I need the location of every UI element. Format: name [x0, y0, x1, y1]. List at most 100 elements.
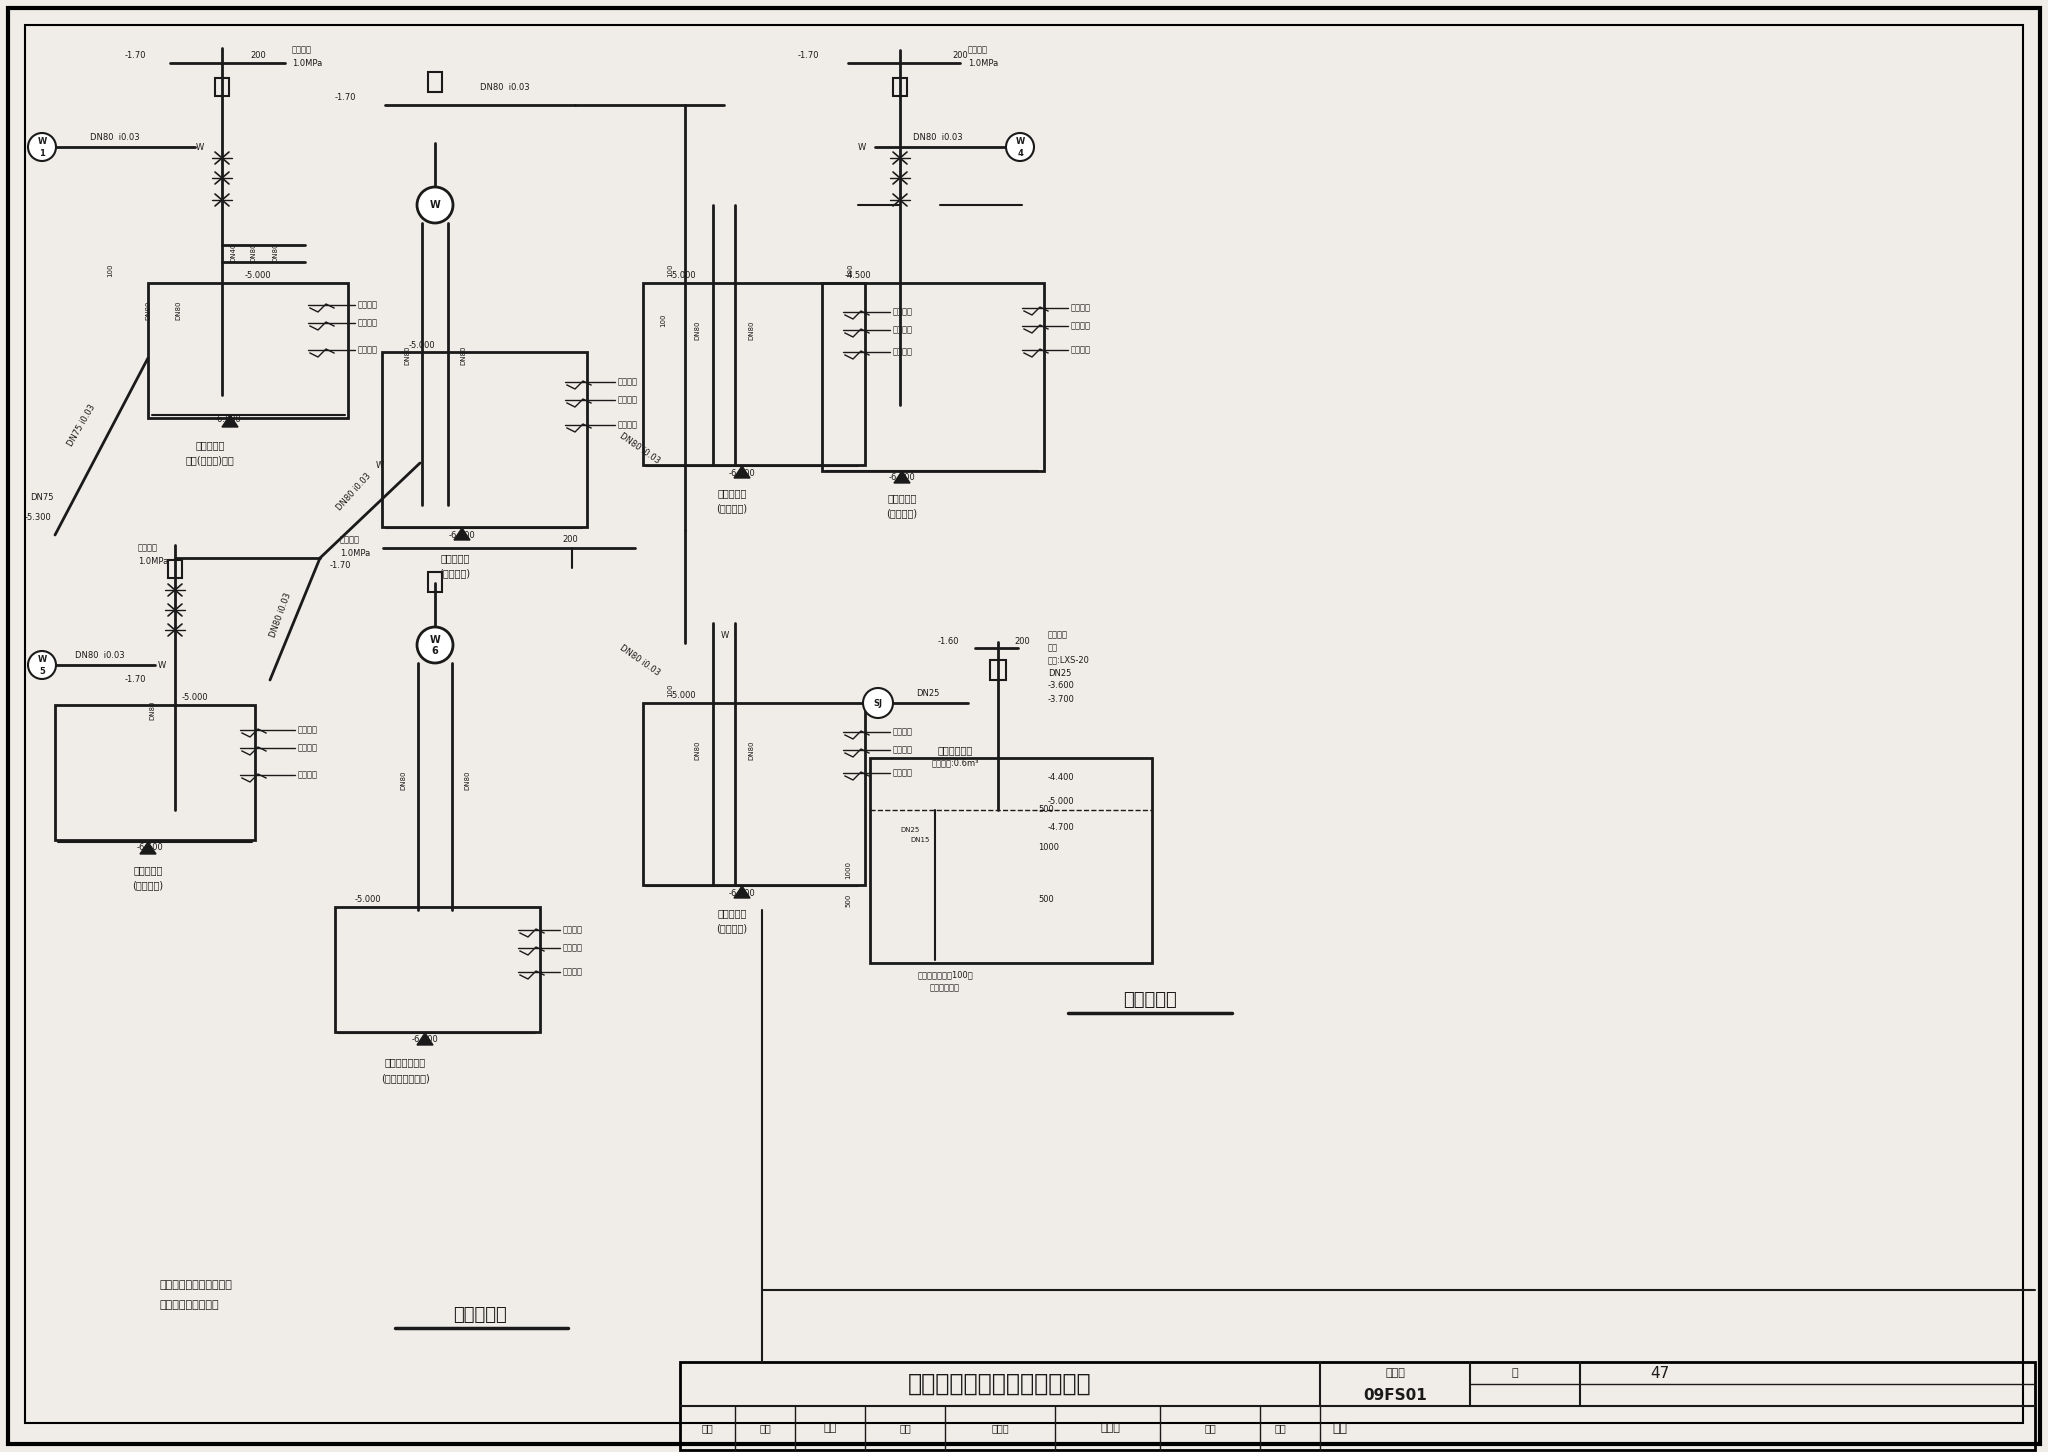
Text: 设防尘防虫网: 设防尘防虫网 [930, 983, 961, 993]
Text: W: W [1016, 138, 1024, 147]
Text: DN80: DN80 [748, 321, 754, 340]
Text: DN80 i0.03: DN80 i0.03 [618, 431, 662, 465]
Bar [147, 283, 348, 418]
Text: 500: 500 [846, 893, 852, 906]
Text: (平时使用): (平时使用) [717, 502, 748, 513]
Text: 停泵水位: 停泵水位 [893, 347, 913, 357]
Text: -5.000: -5.000 [670, 691, 696, 700]
Text: 1000: 1000 [1038, 844, 1059, 852]
Text: 污水集水池: 污水集水池 [195, 440, 225, 450]
Text: 洗消污水集水池: 洗消污水集水池 [385, 1057, 426, 1067]
Text: 停泵水位: 停泵水位 [618, 421, 639, 430]
Text: 页: 页 [1511, 1368, 1518, 1378]
Bar [55, 706, 256, 841]
Text: 100: 100 [848, 263, 854, 277]
Text: DN75: DN75 [31, 494, 53, 502]
Text: 47: 47 [1651, 1365, 1669, 1381]
Bar [989, 661, 1006, 680]
Text: DN80: DN80 [150, 700, 156, 720]
Text: -5.000: -5.000 [670, 272, 696, 280]
Text: 启泵水位: 启泵水位 [1071, 321, 1092, 331]
Text: 启泵水位: 启泵水位 [618, 395, 639, 405]
Text: 100: 100 [106, 263, 113, 277]
Text: 停泵水位: 停泵水位 [1071, 346, 1092, 354]
Text: DN80: DN80 [272, 242, 279, 261]
Text: 污水集水池: 污水集水池 [440, 553, 469, 563]
Text: -1.60: -1.60 [938, 636, 958, 646]
Text: DN80: DN80 [748, 741, 754, 759]
Text: 临战安装水箱: 临战安装水箱 [938, 745, 973, 755]
Text: DN25: DN25 [901, 828, 920, 833]
Text: DN80: DN80 [461, 346, 467, 364]
Text: DN75 i0.03: DN75 i0.03 [66, 402, 98, 447]
Text: 报警水位: 报警水位 [1071, 303, 1092, 312]
Text: 污水集水池: 污水集水池 [887, 494, 918, 502]
Text: 1000: 1000 [846, 861, 852, 878]
Text: -6.500: -6.500 [729, 469, 756, 478]
Text: 给水轴测图: 给水轴测图 [1122, 992, 1178, 1009]
Text: -6.500: -6.500 [412, 1035, 438, 1044]
Text: -6.500: -6.500 [215, 415, 242, 424]
Text: 09FS01: 09FS01 [1364, 1388, 1427, 1403]
Polygon shape [733, 886, 750, 897]
Text: -4.700: -4.700 [1049, 823, 1075, 832]
Text: (平时使用): (平时使用) [440, 568, 471, 578]
Bar [870, 758, 1151, 963]
Circle shape [862, 688, 893, 717]
Text: -5.000: -5.000 [244, 272, 270, 280]
Text: 位自动控制启、停。: 位自动控制启、停。 [160, 1300, 219, 1310]
Text: 水表: 水表 [1049, 643, 1059, 652]
Text: DN40: DN40 [229, 242, 236, 261]
Circle shape [418, 187, 453, 224]
Text: 200: 200 [250, 51, 266, 61]
Text: 有效容积:0.6m³: 有效容积:0.6m³ [932, 758, 979, 768]
Text: 年鸣: 年鸣 [823, 1423, 838, 1433]
Bar [643, 703, 864, 886]
Text: 停泵水位: 停泵水位 [893, 768, 913, 777]
Bar [428, 73, 442, 91]
Text: 报警水位: 报警水位 [618, 378, 639, 386]
Text: DN80  i0.03: DN80 i0.03 [90, 134, 139, 142]
Text: 500: 500 [1038, 896, 1055, 905]
Text: DN80: DN80 [145, 301, 152, 319]
Text: (平时车道集水池): (平时车道集水池) [381, 1073, 430, 1083]
Text: -1.70: -1.70 [125, 675, 145, 684]
Text: DN80: DN80 [694, 741, 700, 759]
Text: 报警水位: 报警水位 [563, 925, 584, 935]
Text: 200: 200 [561, 536, 578, 544]
Text: 启泵水位: 启泵水位 [299, 743, 317, 752]
Text: -5.000: -5.000 [1049, 797, 1075, 806]
Text: 张爱华: 张爱华 [991, 1423, 1010, 1433]
Text: 审核: 审核 [700, 1423, 713, 1433]
Text: DN80 i0.03: DN80 i0.03 [268, 591, 293, 639]
Polygon shape [139, 842, 156, 854]
Circle shape [1006, 134, 1034, 161]
Text: -3.600: -3.600 [1049, 681, 1075, 691]
Text: W: W [37, 655, 47, 665]
Text: DN80  i0.03: DN80 i0.03 [479, 84, 530, 93]
Text: 金鹏: 金鹏 [760, 1423, 770, 1433]
Text: 战时(兼平时)使用: 战时(兼平时)使用 [186, 454, 233, 465]
Text: -6.500: -6.500 [729, 889, 756, 897]
Text: 报警水位: 报警水位 [299, 726, 317, 735]
Text: 排至蓄水池上方100处: 排至蓄水池上方100处 [918, 970, 973, 980]
Text: 停泵水位: 停泵水位 [299, 771, 317, 780]
Text: W: W [377, 460, 385, 469]
Text: -1.70: -1.70 [125, 51, 145, 61]
Text: 防护阀阀: 防护阀阀 [137, 543, 158, 553]
Text: -3.700: -3.700 [1049, 696, 1075, 704]
Text: -5.300: -5.300 [25, 514, 51, 523]
Text: 防护阀阀: 防护阀阀 [969, 45, 987, 55]
Text: -5.000: -5.000 [182, 694, 209, 703]
Text: 设计: 设计 [1204, 1423, 1217, 1433]
Bar [893, 78, 907, 96]
Text: DN80  i0.03: DN80 i0.03 [913, 134, 963, 142]
Polygon shape [455, 529, 469, 540]
Text: 污水集水池: 污水集水池 [717, 488, 748, 498]
Text: 100: 100 [668, 263, 674, 277]
Bar [643, 283, 864, 465]
Text: W: W [158, 661, 166, 669]
Polygon shape [221, 415, 238, 427]
Text: W: W [197, 142, 205, 151]
Text: 1.0MPa: 1.0MPa [293, 60, 322, 68]
